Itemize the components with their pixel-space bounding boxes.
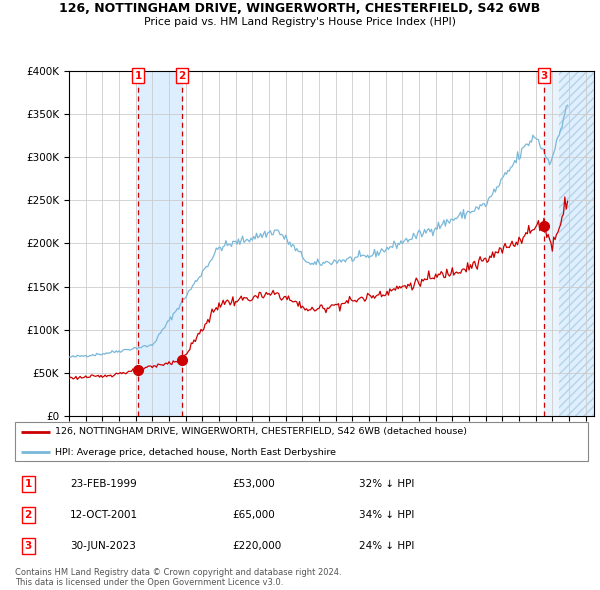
Bar <box>544 71 594 416</box>
Text: 126, NOTTINGHAM DRIVE, WINGERWORTH, CHESTERFIELD, S42 6WB: 126, NOTTINGHAM DRIVE, WINGERWORTH, CHES… <box>59 2 541 15</box>
Text: £220,000: £220,000 <box>232 541 281 551</box>
Text: 2: 2 <box>25 510 32 520</box>
Text: 34% ↓ HPI: 34% ↓ HPI <box>359 510 415 520</box>
FancyBboxPatch shape <box>15 422 588 461</box>
Text: 1: 1 <box>25 478 32 489</box>
Bar <box>138 71 182 416</box>
Text: 3: 3 <box>25 541 32 551</box>
Text: 12-OCT-2001: 12-OCT-2001 <box>70 510 138 520</box>
Text: This data is licensed under the Open Government Licence v3.0.: This data is licensed under the Open Gov… <box>15 578 283 587</box>
Text: 126, NOTTINGHAM DRIVE, WINGERWORTH, CHESTERFIELD, S42 6WB (detached house): 126, NOTTINGHAM DRIVE, WINGERWORTH, CHES… <box>55 427 467 436</box>
Text: HPI: Average price, detached house, North East Derbyshire: HPI: Average price, detached house, Nort… <box>55 448 337 457</box>
Text: 32% ↓ HPI: 32% ↓ HPI <box>359 478 415 489</box>
Text: Price paid vs. HM Land Registry's House Price Index (HPI): Price paid vs. HM Land Registry's House … <box>144 17 456 27</box>
Bar <box>559 71 594 416</box>
Text: 23-FEB-1999: 23-FEB-1999 <box>70 478 137 489</box>
Text: Contains HM Land Registry data © Crown copyright and database right 2024.: Contains HM Land Registry data © Crown c… <box>15 568 341 576</box>
Text: 30-JUN-2023: 30-JUN-2023 <box>70 541 136 551</box>
Text: 3: 3 <box>541 71 548 81</box>
Text: £65,000: £65,000 <box>232 510 275 520</box>
Text: 24% ↓ HPI: 24% ↓ HPI <box>359 541 415 551</box>
Text: 2: 2 <box>178 71 185 81</box>
Text: 1: 1 <box>134 71 142 81</box>
Text: £53,000: £53,000 <box>232 478 275 489</box>
